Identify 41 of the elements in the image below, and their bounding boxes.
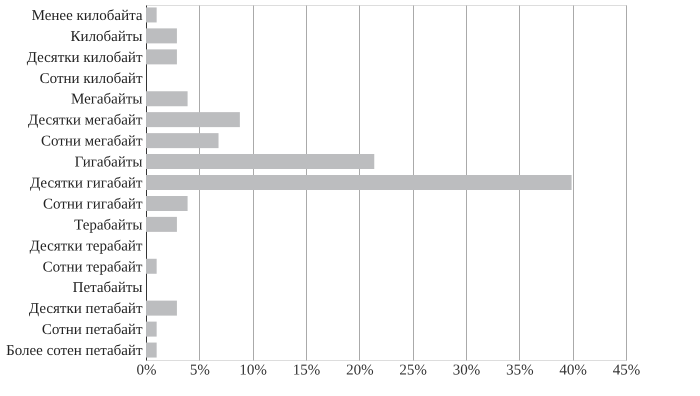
y-tick-label: Мегабайты	[70, 92, 142, 108]
bar	[146, 112, 240, 128]
y-tick-label: Десятки гигабайт	[30, 176, 143, 192]
y-tick-label: Десятки мегабайт	[28, 112, 143, 129]
bar	[146, 49, 177, 64]
x-tick-label: 35%	[506, 362, 534, 378]
x-tick-label: 30%	[452, 362, 480, 378]
bar	[146, 175, 572, 190]
y-tick-label: Сотни терабайт	[42, 259, 143, 276]
y-tick-label: Сотни петабайт	[42, 322, 143, 338]
y-tick-label: Менее килобайта	[32, 8, 143, 24]
y-tick-label: Более сотен петабайт	[6, 343, 143, 360]
x-tick-label: 20%	[346, 362, 374, 378]
bar	[146, 342, 157, 358]
x-tick-label: 15%	[292, 362, 320, 378]
y-tick-label: Петабайты	[72, 280, 142, 296]
bar	[146, 258, 157, 274]
x-tick-label: 45%	[612, 362, 640, 378]
bar	[146, 322, 157, 337]
bar	[146, 300, 177, 316]
bar	[146, 154, 374, 170]
y-tick-label: Сотни мегабайт	[41, 134, 143, 150]
y-tick-label: Килобайты	[70, 28, 142, 45]
y-tick-label: Сотни килобайт	[40, 70, 143, 87]
x-tick-label: 5%	[190, 362, 210, 378]
x-tick-label: 0%	[136, 362, 156, 378]
bar	[146, 216, 177, 232]
x-tick-label: 40%	[559, 362, 587, 378]
bar	[146, 28, 177, 44]
bar	[146, 91, 188, 106]
y-tick-label: Десятки терабайт	[30, 238, 143, 254]
y-tick-label: Десятки петабайт	[28, 301, 143, 318]
bar	[146, 133, 219, 148]
y-tick-label: Сотни гигабайт	[42, 196, 143, 212]
bar	[146, 7, 157, 22]
x-tick-label: 10%	[239, 362, 267, 378]
bar	[146, 196, 188, 211]
y-tick-label: Десятки килобайт	[26, 50, 143, 66]
x-tick-label: 25%	[399, 362, 427, 378]
y-tick-label: Гигабайты	[74, 154, 142, 171]
y-tick-label: Терабайты	[74, 217, 142, 234]
